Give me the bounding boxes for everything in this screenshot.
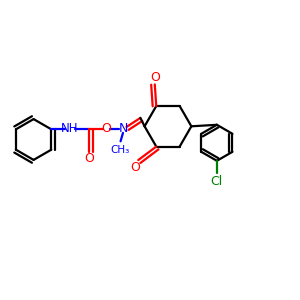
Text: O: O xyxy=(84,152,94,166)
Text: O: O xyxy=(150,71,160,84)
Text: O: O xyxy=(101,122,111,136)
Text: Cl: Cl xyxy=(211,175,223,188)
Text: NH: NH xyxy=(61,122,79,135)
Text: O: O xyxy=(130,161,140,174)
Text: N: N xyxy=(119,122,129,135)
Text: CH₃: CH₃ xyxy=(111,145,130,155)
